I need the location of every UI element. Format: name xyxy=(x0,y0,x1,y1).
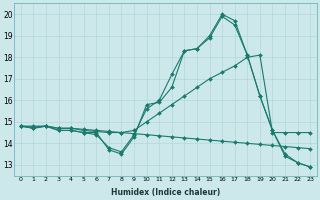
X-axis label: Humidex (Indice chaleur): Humidex (Indice chaleur) xyxy=(111,188,220,197)
